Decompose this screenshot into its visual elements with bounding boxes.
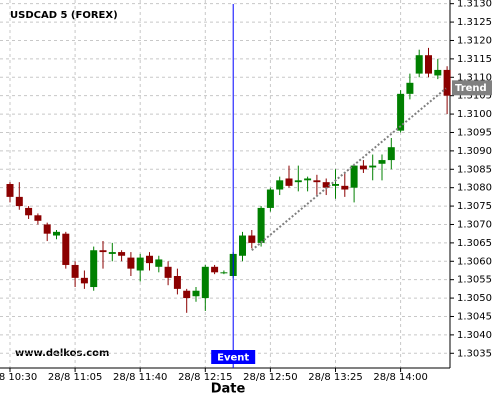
candle-body <box>15 196 23 207</box>
candle-body <box>350 165 358 188</box>
trend-label-box <box>452 80 492 96</box>
event-label-box <box>211 350 256 364</box>
candle-body <box>183 290 191 299</box>
x-tick-label: 28/8 14:00 <box>373 372 427 383</box>
y-tick-label: 1.3050 <box>457 293 492 304</box>
candle-body <box>173 276 181 289</box>
y-tick-label: 1.3070 <box>457 219 492 230</box>
candle-body <box>220 272 228 274</box>
x-tick-label: 28/8 11:40 <box>113 372 167 383</box>
candle-body <box>415 55 423 74</box>
candle-body <box>25 207 33 216</box>
candle-body <box>285 178 293 186</box>
y-tick-label: 1.3065 <box>457 238 492 249</box>
y-tick-label: 1.3075 <box>457 201 492 212</box>
candle-body <box>294 180 302 183</box>
event-label: Event <box>217 353 249 364</box>
candle-body <box>378 160 386 164</box>
candle-body <box>136 257 144 271</box>
candle-body <box>443 69 451 96</box>
candle-body <box>108 252 116 254</box>
candle-body <box>90 250 98 288</box>
y-tick-label: 1.3100 <box>457 109 492 120</box>
candle-body <box>425 55 432 74</box>
candle-body <box>304 178 312 181</box>
y-tick-label: 1.3115 <box>457 54 492 65</box>
y-tick-label: 1.3105 <box>457 91 492 102</box>
candle-body <box>53 231 60 236</box>
y-tick-label: 1.3110 <box>457 72 492 83</box>
x-tick-label: 28/8 11:05 <box>48 372 102 383</box>
chart-title: USDCAD 5 (FOREX) <box>10 10 118 21</box>
y-tick-label: 1.3040 <box>457 330 492 341</box>
candle-body <box>332 184 339 186</box>
candle-body <box>369 165 377 168</box>
y-tick-label: 1.3130 <box>457 0 492 10</box>
candle-body <box>322 182 330 188</box>
x-tick-label: 28/8 12:15 <box>178 372 232 383</box>
candle-body <box>62 233 70 265</box>
y-tick-label: 1.3120 <box>457 35 492 46</box>
y-tick-label: 1.3090 <box>457 146 492 157</box>
x-tick-label: 28/8 13:25 <box>308 372 362 383</box>
candle-body <box>397 93 405 131</box>
x-tick-label: 28/8 12:50 <box>243 372 297 383</box>
y-tick-label: 1.3055 <box>457 275 492 286</box>
trend-label: Trend <box>455 83 487 94</box>
x-tick-label: 28/8 10:30 <box>0 372 37 383</box>
candle-body <box>266 189 274 208</box>
candle-body <box>43 224 51 234</box>
candle-body <box>192 290 200 297</box>
candle-body <box>99 250 107 253</box>
y-tick-label: 1.3125 <box>457 17 492 28</box>
candle-body <box>127 257 135 269</box>
y-tick-label: 1.3045 <box>457 311 492 322</box>
candle-body <box>201 266 209 299</box>
candle-body <box>239 235 246 256</box>
candle-body <box>341 185 349 190</box>
y-tick-label: 1.3095 <box>457 127 492 138</box>
candle-body <box>406 82 414 94</box>
candle-body <box>276 180 284 190</box>
candle-body <box>34 215 42 221</box>
candle-body <box>359 165 367 170</box>
candle-body <box>434 69 442 76</box>
candle-body <box>146 255 153 264</box>
candle-body <box>257 207 265 243</box>
candle-body <box>211 266 219 273</box>
y-tick-label: 1.3035 <box>457 348 492 359</box>
candle-body <box>71 264 79 278</box>
y-tick-label: 1.3080 <box>457 183 492 194</box>
candle-body <box>313 180 321 183</box>
y-tick-label: 1.3085 <box>457 164 492 175</box>
y-tick-label: 1.3060 <box>457 256 492 267</box>
candle-body <box>387 147 395 161</box>
x-axis-label: Date <box>211 382 246 397</box>
candle-body <box>80 277 88 284</box>
candle-body <box>248 235 256 243</box>
candle-body <box>6 184 14 197</box>
candle-body <box>155 259 163 267</box>
candle-body <box>164 266 172 278</box>
candle-body <box>118 252 126 256</box>
